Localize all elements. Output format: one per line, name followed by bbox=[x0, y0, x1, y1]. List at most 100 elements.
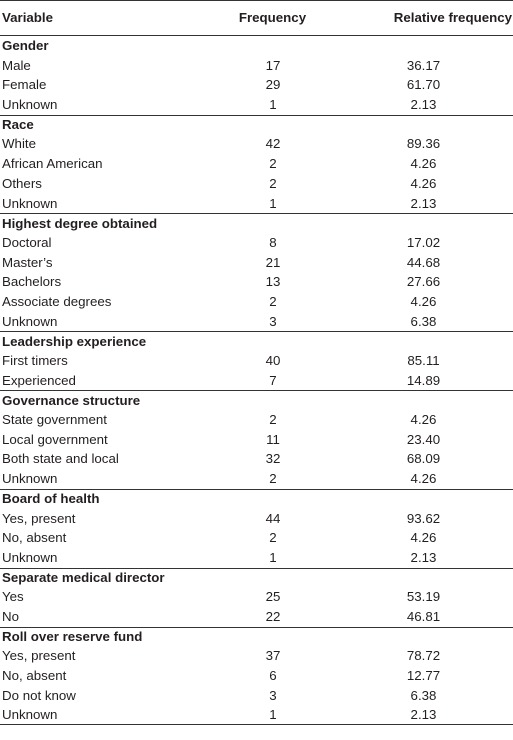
table-row: Unknown 2 4.26 bbox=[0, 469, 513, 489]
row-frequency: 29 bbox=[265, 77, 281, 93]
row-label: Yes bbox=[2, 589, 24, 605]
row-relative-frequency: 68.09 bbox=[406, 451, 441, 467]
row-label: Bachelors bbox=[2, 274, 62, 290]
row-label: Unknown bbox=[2, 706, 58, 722]
row-label: Male bbox=[2, 57, 31, 73]
row-label: State government bbox=[2, 412, 107, 428]
row-label: Yes, present bbox=[2, 510, 76, 526]
table-row: Doctoral 8 17.02 bbox=[0, 233, 513, 253]
row-relative-frequency: 2.13 bbox=[410, 195, 437, 211]
row-label: No bbox=[2, 608, 19, 624]
table-row: Unknown 1 2.13 bbox=[0, 194, 513, 214]
table-row: Associate degrees 2 4.26 bbox=[0, 292, 513, 312]
section-heading-row: Leadership experience bbox=[0, 331, 513, 351]
section-heading-row: Board of health bbox=[0, 488, 513, 509]
header-relative-frequency: Relative frequency bbox=[393, 10, 513, 25]
row-frequency: 37 bbox=[265, 648, 281, 664]
row-relative-frequency: 93.62 bbox=[406, 510, 441, 526]
row-relative-frequency: 12.77 bbox=[406, 668, 441, 683]
row-relative-frequency: 78.72 bbox=[406, 648, 441, 664]
row-frequency: 21 bbox=[265, 254, 281, 270]
table-row: No, absent 2 4.26 bbox=[0, 528, 513, 548]
table-header-row: Variable Frequency Relative frequency bbox=[0, 0, 513, 36]
row-label: Unknown bbox=[2, 549, 58, 565]
table-row: Others 2 4.26 bbox=[0, 174, 513, 194]
row-label: Unknown bbox=[2, 471, 58, 487]
row-frequency: 42 bbox=[265, 136, 281, 152]
row-label: Both state and local bbox=[2, 451, 119, 467]
row-frequency: 1 bbox=[269, 706, 277, 722]
table-row: Local government 11 23.40 bbox=[0, 430, 513, 450]
row-relative-frequency: 36.17 bbox=[406, 57, 441, 73]
row-label: African American bbox=[2, 156, 103, 172]
row-label: First timers bbox=[2, 353, 68, 368]
row-label: Unknown bbox=[2, 313, 58, 329]
row-frequency: 22 bbox=[265, 608, 281, 624]
row-relative-frequency: 6.38 bbox=[410, 313, 437, 329]
table-row: Unknown 3 6.38 bbox=[0, 312, 513, 332]
row-frequency: 2 bbox=[269, 471, 277, 487]
table-row: Bachelors 13 27.66 bbox=[0, 272, 513, 292]
row-frequency: 1 bbox=[269, 195, 277, 211]
table-row: Yes, present 44 93.62 bbox=[0, 509, 513, 529]
table-row: Unknown 1 2.13 bbox=[0, 548, 513, 568]
row-label: Unknown bbox=[2, 195, 58, 211]
row-relative-frequency: 6.38 bbox=[410, 687, 437, 703]
section-title: Board of health bbox=[2, 491, 100, 507]
row-label: Do not know bbox=[2, 687, 76, 703]
row-frequency: 2 bbox=[269, 175, 277, 191]
table-row: State government 2 4.26 bbox=[0, 410, 513, 430]
table-row: Unknown 1 2.13 bbox=[0, 705, 513, 726]
row-frequency: 3 bbox=[269, 313, 277, 329]
table-row: No, absent 6 12.77 bbox=[0, 666, 513, 686]
row-relative-frequency: 4.26 bbox=[410, 412, 437, 428]
section-heading-row: Roll over reserve fund bbox=[0, 626, 513, 647]
row-frequency: 8 bbox=[269, 234, 277, 250]
row-relative-frequency: 2.13 bbox=[410, 97, 437, 113]
row-frequency: 7 bbox=[269, 372, 277, 388]
table-row: Yes, present 37 78.72 bbox=[0, 646, 513, 666]
row-frequency: 13 bbox=[265, 274, 281, 290]
row-relative-frequency: 27.66 bbox=[406, 274, 441, 290]
section-heading-row: Gender bbox=[0, 36, 513, 56]
row-relative-frequency: 2.13 bbox=[410, 549, 437, 565]
section-title: Race bbox=[2, 117, 34, 133]
row-frequency: 11 bbox=[266, 431, 280, 447]
row-label: Associate degrees bbox=[2, 293, 112, 309]
table-row: Unknown 1 2.13 bbox=[0, 95, 513, 115]
section-heading-row: Race bbox=[0, 114, 513, 135]
row-relative-frequency: 14.89 bbox=[406, 372, 441, 388]
row-frequency: 32 bbox=[265, 451, 281, 467]
row-frequency: 44 bbox=[265, 510, 281, 526]
row-relative-frequency: 4.26 bbox=[410, 471, 437, 487]
row-label: No, absent bbox=[2, 530, 67, 546]
section-title: Separate medical director bbox=[2, 570, 165, 586]
row-relative-frequency: 23.40 bbox=[406, 431, 441, 447]
row-frequency: 6 bbox=[269, 668, 277, 683]
row-relative-frequency: 61.70 bbox=[406, 77, 441, 93]
row-frequency: 25 bbox=[265, 589, 281, 605]
row-label: Doctoral bbox=[2, 234, 52, 250]
table-row: Experienced 7 14.89 bbox=[0, 371, 513, 391]
section-title: Roll over reserve fund bbox=[2, 629, 143, 645]
row-relative-frequency: 17.02 bbox=[406, 234, 441, 250]
row-relative-frequency: 46.81 bbox=[406, 608, 441, 624]
row-relative-frequency: 89.36 bbox=[406, 136, 441, 152]
row-label: Female bbox=[2, 77, 47, 93]
section-heading-row: Highest degree obtained bbox=[0, 213, 513, 233]
section-title: Leadership experience bbox=[2, 333, 147, 349]
row-relative-frequency: 85.11 bbox=[407, 353, 440, 368]
row-frequency: 2 bbox=[269, 293, 277, 309]
section-title: Gender bbox=[2, 38, 49, 53]
row-label: Unknown bbox=[2, 97, 58, 113]
section-heading-row: Separate medical director bbox=[0, 567, 513, 588]
row-label: Local government bbox=[2, 431, 108, 447]
section-title: Highest degree obtained bbox=[2, 215, 158, 231]
row-relative-frequency: 2.13 bbox=[410, 706, 437, 722]
row-frequency: 2 bbox=[269, 530, 277, 546]
row-label: No, absent bbox=[2, 668, 67, 683]
table-row: Both state and local 32 68.09 bbox=[0, 449, 513, 469]
table-body: Gender Male 17 36.17 Female 29 61.70 Unknown 1 2.… bbox=[0, 36, 513, 726]
row-label: Experienced bbox=[2, 372, 76, 388]
